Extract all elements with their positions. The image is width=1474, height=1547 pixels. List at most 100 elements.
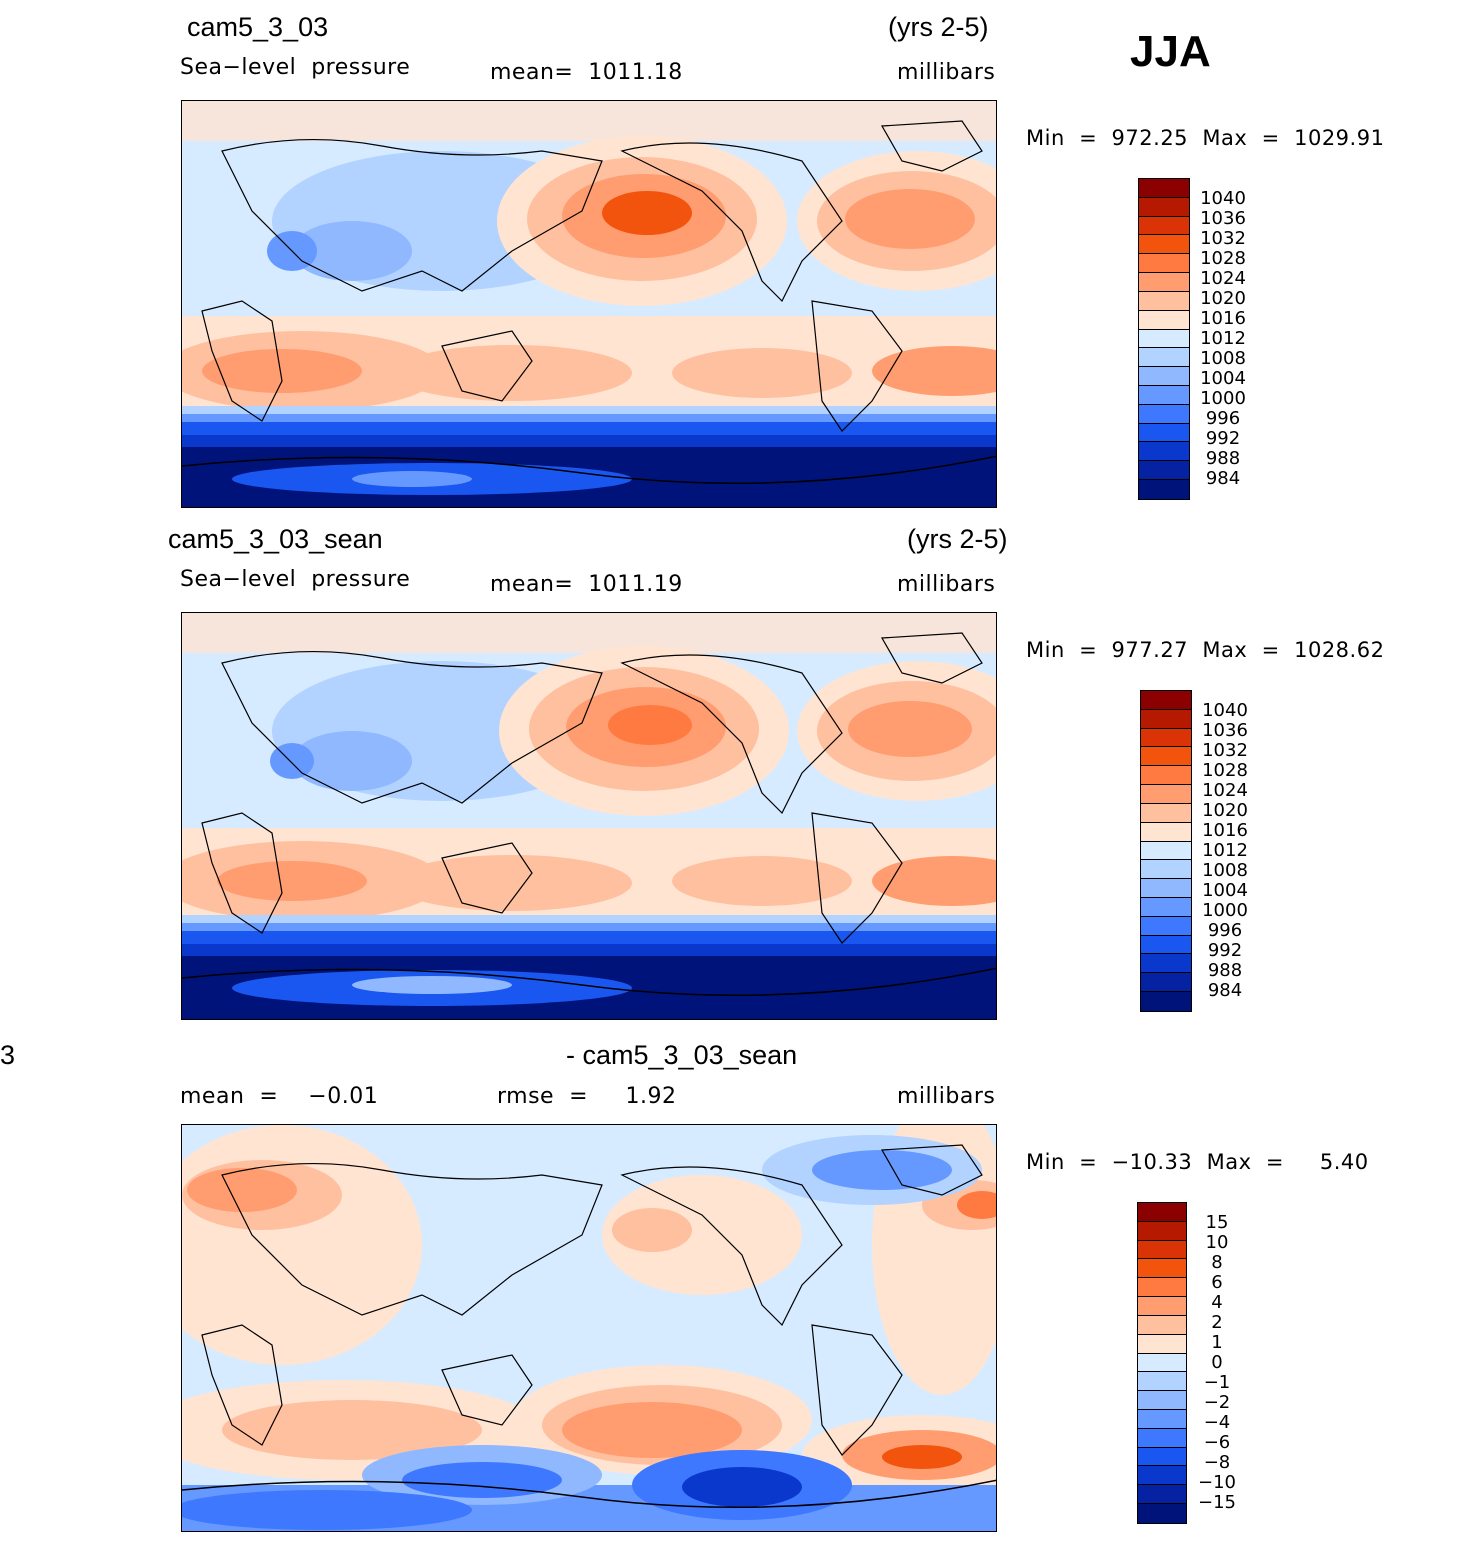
panel1-colorbar-label: 1028	[1200, 248, 1246, 269]
panel1-colorbar-swatch	[1139, 442, 1189, 462]
panel3-colorbar-swatch	[1138, 1466, 1186, 1486]
panel3-colorbar-swatch	[1138, 1240, 1186, 1260]
panel1-colorbar-swatch	[1139, 179, 1189, 198]
panel1-colorbar-swatch	[1139, 385, 1189, 405]
panel1-colorbar-swatch	[1139, 461, 1189, 480]
panel3-colorbar-label: 8	[1211, 1252, 1223, 1273]
panel2-colorbar-swatch	[1141, 860, 1191, 880]
panel2-colorbar-label: 1020	[1202, 800, 1248, 821]
panel1-mean: mean= 1011.18	[490, 60, 683, 85]
panel2-units: millibars	[897, 572, 996, 597]
panel1-colorbar-label: 1024	[1200, 268, 1246, 289]
panel1-colorbar-label: 1000	[1200, 388, 1246, 409]
panel2-colorbar-label: 1000	[1202, 900, 1248, 921]
panel1-colorbar-swatch	[1139, 235, 1189, 255]
panel1-colorbar-label: 1036	[1200, 208, 1246, 229]
season-title: JJA	[1130, 27, 1211, 76]
panel2-colorbar-swatch	[1141, 691, 1191, 710]
panel2-colorbar-label: 1008	[1202, 860, 1248, 881]
panel3-colorbar-label: −2	[1203, 1392, 1231, 1413]
panel2-colorbar-swatch	[1141, 841, 1191, 861]
panel3-colorbar-swatch	[1138, 1353, 1186, 1373]
panel2-colorbar-label: 1012	[1202, 840, 1248, 861]
panel2-colorbar-swatch	[1141, 709, 1191, 729]
panel2-colorbar-swatch	[1141, 747, 1191, 767]
panel3-colorbar-swatch	[1138, 1391, 1186, 1410]
panel3-colorbar-labels: 15 10 8 6 4 2 1 0 −1 −2 −4 −6 −8 −10 −15	[1193, 1213, 1241, 1513]
panel3-colorbar-swatch	[1138, 1297, 1186, 1316]
panel3-rmse: rmse = 1.92	[497, 1084, 677, 1109]
panel1-colorbar-swatch	[1139, 291, 1189, 311]
panel1-colorbar-label: 988	[1205, 448, 1241, 469]
panel3-colorbar-swatch	[1138, 1372, 1186, 1392]
panel2-mean: mean= 1011.19	[490, 572, 683, 597]
panel2-colorbar-swatch	[1141, 954, 1191, 974]
panel3-colorbar-label: 10	[1205, 1232, 1229, 1253]
panel2-colorbar-swatch	[1141, 822, 1191, 842]
panel3-colorbar-swatch	[1138, 1409, 1186, 1429]
panel3-contour-field	[182, 1125, 996, 1531]
panel2-colorbar-label: 1028	[1202, 760, 1248, 781]
panel3-colorbar-swatch	[1138, 1485, 1186, 1504]
panel2-colorbar-label: 1024	[1202, 780, 1248, 801]
panel1-minmax: Min = 972.25 Max = 1029.91	[1026, 126, 1385, 150]
panel1-colorbar-swatch	[1139, 273, 1189, 292]
panel2-colorbar-label: 988	[1207, 960, 1243, 981]
panel3-map	[181, 1124, 997, 1532]
panel3-colorbar-swatch	[1138, 1428, 1186, 1448]
stray-mark: 3	[0, 1040, 16, 1070]
panel1-colorbar-label: 996	[1205, 408, 1241, 429]
panel3-colorbar-swatch	[1138, 1259, 1186, 1279]
panel2-variable: Sea−level pressure	[180, 567, 411, 592]
panel1-case-name: cam5_3_03	[187, 12, 329, 42]
panel2-case-name: cam5_3_03_sean	[168, 524, 383, 554]
panel3-colorbar-label: 1	[1211, 1332, 1223, 1353]
panel1-colorbar-swatch	[1139, 367, 1189, 386]
panel2-colorbar-label: 984	[1207, 980, 1243, 1001]
panel2-colorbar-swatch	[1141, 766, 1191, 786]
panel3-minmax: Min = −10.33 Max = 5.40	[1026, 1150, 1369, 1174]
panel1-colorbar-label: 1032	[1200, 228, 1246, 249]
panel1-units: millibars	[897, 60, 996, 85]
panel2-colorbar-labels: 1040 1036 1032 1028 1024 1020 1016 1012 1008 1004…	[1200, 701, 1250, 1001]
panel1-colorbar-swatch	[1139, 254, 1189, 274]
panel1-colorbar-label: 1008	[1200, 348, 1246, 369]
panel3-colorbar-label: 15	[1205, 1212, 1229, 1233]
panel3-colorbar-label: −1	[1203, 1372, 1231, 1393]
panel1-colorbar-swatch	[1139, 197, 1189, 217]
panel2-colorbar-swatch	[1141, 935, 1191, 955]
panel1-colorbar-swatch	[1139, 348, 1189, 368]
panel3-colorbar-label: 2	[1211, 1312, 1223, 1333]
panel2-minmax: Min = 977.27 Max = 1028.62	[1026, 638, 1385, 662]
panel3-colorbar-label: −10	[1198, 1472, 1236, 1493]
panel3-colorbar-label: −4	[1203, 1412, 1231, 1433]
panel1-colorbar-label: 1004	[1200, 368, 1246, 389]
panel1-colorbar	[1138, 178, 1190, 500]
panel3-colorbar-label: 0	[1211, 1352, 1223, 1373]
panel2-colorbar-label: 1004	[1202, 880, 1248, 901]
panel1-colorbar-swatch	[1139, 216, 1189, 236]
panel2-colorbar	[1140, 690, 1192, 1012]
panel3-colorbar-label: 4	[1211, 1292, 1223, 1313]
panel2-colorbar-swatch	[1141, 728, 1191, 748]
panel3-colorbar-swatch	[1138, 1221, 1186, 1241]
panel1-years: (yrs 2-5)	[888, 12, 989, 42]
panel1-map	[181, 100, 997, 508]
panel2-colorbar-swatch	[1141, 897, 1191, 917]
panel3-colorbar-label: −6	[1203, 1432, 1231, 1453]
panel3-colorbar-label: 6	[1211, 1272, 1223, 1293]
panel1-colorbar-labels: 1040 1036 1032 1028 1024 1020 1016 1012 1008 1004…	[1198, 189, 1248, 489]
panel3-colorbar-label: −8	[1203, 1452, 1231, 1473]
panel3-colorbar-swatch	[1138, 1447, 1186, 1467]
panel3-colorbar-swatch	[1138, 1334, 1186, 1354]
panel1-contour-field	[182, 101, 996, 507]
panel3-colorbar	[1137, 1202, 1187, 1524]
panel3-mean: mean = −0.01	[180, 1084, 379, 1109]
panel3-colorbar-swatch	[1138, 1504, 1186, 1523]
panel2-colorbar-label: 1036	[1202, 720, 1248, 741]
panel2-colorbar-label: 992	[1207, 940, 1243, 961]
panel1-colorbar-swatch	[1139, 404, 1189, 424]
panel3-units: millibars	[897, 1084, 996, 1109]
panel2-colorbar-swatch	[1141, 803, 1191, 823]
panel3-colorbar-swatch	[1138, 1315, 1186, 1335]
